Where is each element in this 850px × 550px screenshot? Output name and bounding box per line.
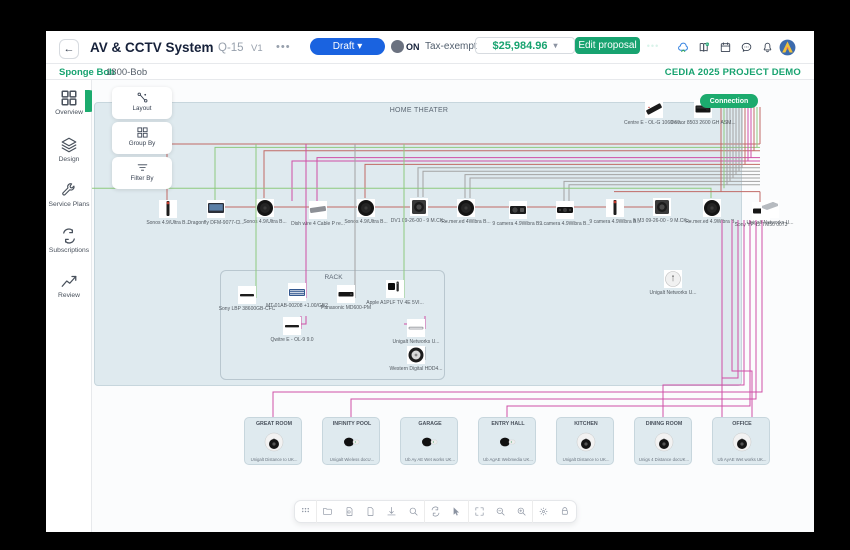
- svg-text:10: 10: [706, 44, 708, 46]
